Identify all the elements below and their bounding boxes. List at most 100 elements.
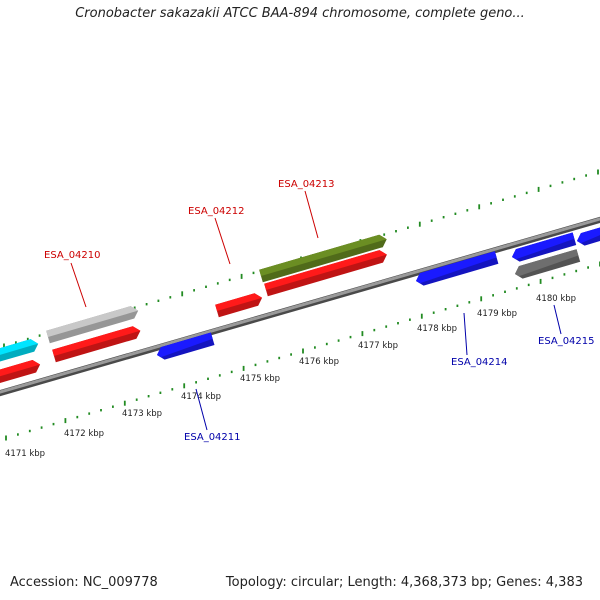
minor-tick bbox=[468, 301, 471, 304]
minor-tick bbox=[26, 337, 29, 341]
major-tick bbox=[181, 291, 184, 297]
minor-tick bbox=[314, 346, 316, 349]
map-title: Cronobacter sakazakii ATCC BAA-894 chrom… bbox=[75, 6, 525, 21]
minor-tick bbox=[76, 415, 79, 419]
minor-tick bbox=[145, 303, 148, 306]
gene-arrow bbox=[0, 360, 41, 377]
major-tick bbox=[539, 278, 542, 284]
major-tick bbox=[418, 221, 421, 227]
gene-arrow bbox=[46, 306, 139, 337]
major-tick bbox=[242, 365, 245, 371]
scale-tick-label: 4177 kbp bbox=[358, 341, 398, 351]
minor-tick bbox=[100, 409, 102, 412]
gene-label[interactable]: ESA_04214 bbox=[451, 357, 508, 368]
minor-tick bbox=[228, 278, 231, 282]
gene-feature-gray_dark[interactable] bbox=[515, 249, 581, 279]
gene-arrow bbox=[515, 249, 579, 277]
gene-feature-blue[interactable] bbox=[416, 251, 499, 286]
gene-arrow bbox=[416, 251, 497, 284]
minor-tick bbox=[88, 412, 91, 415]
minor-tick bbox=[454, 212, 457, 215]
minor-tick bbox=[551, 276, 554, 280]
gene-label[interactable]: ESA_04213 bbox=[278, 179, 335, 190]
gene-feature-blue[interactable] bbox=[157, 332, 215, 360]
minor-tick bbox=[561, 181, 564, 184]
gene-arrow bbox=[52, 326, 141, 356]
minor-tick bbox=[40, 426, 43, 429]
gene-feature-gray_light[interactable] bbox=[46, 306, 139, 344]
minor-tick bbox=[230, 370, 233, 374]
gene-feature-blue[interactable] bbox=[577, 226, 600, 246]
minor-tick bbox=[337, 339, 340, 342]
gene-arrow bbox=[259, 234, 387, 276]
minor-tick bbox=[52, 422, 55, 426]
minor-tick bbox=[385, 325, 388, 328]
minor-tick bbox=[205, 285, 207, 288]
minor-tick bbox=[17, 433, 19, 436]
minor-tick bbox=[432, 311, 435, 314]
minor-tick bbox=[373, 328, 376, 332]
scale-tick-label: 4178 kbp bbox=[417, 324, 457, 334]
gene-label-leader bbox=[463, 312, 468, 356]
minor-tick bbox=[195, 381, 197, 384]
minor-tick bbox=[490, 202, 492, 205]
gene-label[interactable]: ESA_04215 bbox=[538, 336, 595, 347]
minor-tick bbox=[515, 287, 518, 290]
gene-arrow bbox=[512, 232, 575, 260]
major-tick bbox=[480, 296, 483, 302]
scale-tick-label: 4176 kbp bbox=[299, 357, 339, 367]
major-tick bbox=[597, 169, 599, 175]
minor-tick bbox=[169, 296, 172, 299]
minor-tick bbox=[525, 191, 528, 195]
gene-feature-red[interactable] bbox=[0, 360, 41, 384]
major-tick bbox=[420, 313, 423, 319]
minor-tick bbox=[549, 184, 552, 188]
gene-label[interactable]: ESA_04212 bbox=[188, 206, 245, 217]
minor-tick bbox=[15, 341, 17, 344]
gene-feature-blue[interactable] bbox=[512, 232, 577, 262]
minor-tick bbox=[397, 322, 399, 325]
minor-tick bbox=[133, 306, 136, 309]
minor-tick bbox=[171, 388, 174, 391]
gene-label[interactable]: ESA_04210 bbox=[44, 250, 101, 261]
minor-tick bbox=[218, 374, 221, 377]
minor-tick bbox=[409, 318, 411, 321]
major-tick bbox=[361, 331, 364, 337]
minor-tick bbox=[157, 299, 160, 302]
minor-tick bbox=[395, 230, 397, 233]
minor-tick bbox=[207, 377, 209, 380]
gene-feature-red[interactable] bbox=[52, 326, 141, 363]
minor-tick bbox=[349, 335, 352, 339]
minor-tick bbox=[573, 177, 576, 181]
accession-text: Accession: NC_009778 bbox=[10, 575, 158, 590]
gene-feature-green[interactable] bbox=[259, 234, 387, 283]
gene-feature-cyan[interactable] bbox=[0, 339, 39, 362]
gene-feature-red[interactable] bbox=[264, 250, 387, 297]
minor-tick bbox=[147, 395, 150, 398]
minor-tick bbox=[28, 429, 31, 433]
minor-tick bbox=[38, 334, 41, 337]
major-tick bbox=[5, 435, 7, 441]
minor-tick bbox=[112, 405, 114, 408]
minor-tick bbox=[383, 233, 386, 236]
minor-tick bbox=[502, 198, 504, 201]
label-layer: 4171 kbp 4172 kbp 4173 kbp 4174 kbp 4175 kbp… bbox=[5, 179, 595, 459]
gene-arrow bbox=[0, 339, 39, 355]
gene-feature-red[interactable] bbox=[215, 293, 263, 318]
major-tick bbox=[240, 273, 243, 279]
gene-arrow bbox=[215, 293, 263, 311]
minor-tick bbox=[266, 360, 269, 363]
minor-tick bbox=[575, 269, 578, 273]
gene-arrow bbox=[264, 250, 387, 290]
minor-tick bbox=[135, 398, 138, 401]
gene-label-leader bbox=[195, 388, 208, 431]
minor-tick bbox=[430, 219, 433, 222]
scale-tick-label: 4179 kbp bbox=[477, 309, 517, 319]
gene-label-leader bbox=[214, 217, 231, 265]
gene-label-leader bbox=[304, 190, 319, 239]
minor-tick bbox=[444, 308, 447, 311]
major-tick bbox=[3, 343, 5, 349]
topology-summary: Topology: circular; Length: 4,368,373 bp… bbox=[225, 575, 583, 590]
gene-label[interactable]: ESA_04211 bbox=[184, 432, 241, 443]
